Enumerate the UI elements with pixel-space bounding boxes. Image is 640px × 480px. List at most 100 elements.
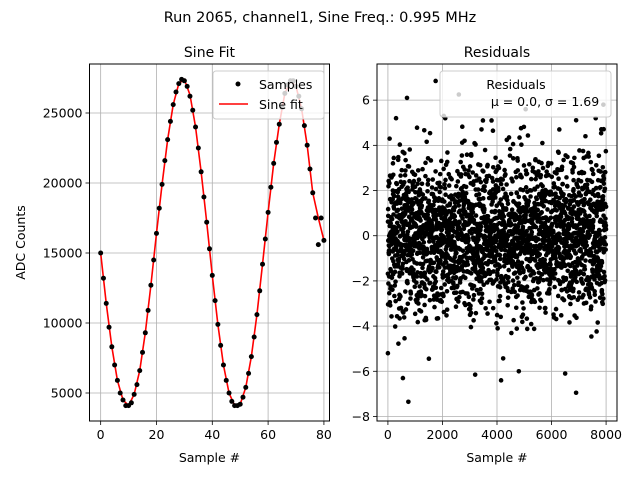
residual-point xyxy=(603,148,609,154)
residual-point xyxy=(437,171,443,177)
residuals-ytick-label: 0 xyxy=(362,228,370,243)
residual-point xyxy=(473,142,478,147)
residual-point xyxy=(584,243,590,248)
residual-point xyxy=(420,265,425,271)
residual-point xyxy=(573,251,579,256)
residual-point xyxy=(490,305,496,311)
residual-point xyxy=(426,356,432,362)
residual-point xyxy=(596,153,602,159)
residual-point xyxy=(425,277,430,282)
residual-point xyxy=(506,275,511,280)
residual-point xyxy=(421,240,427,245)
residual-point xyxy=(454,250,459,256)
sine-fit-grid xyxy=(89,64,330,421)
residual-point xyxy=(509,207,515,213)
residual-point xyxy=(481,282,486,288)
residual-point xyxy=(548,215,554,221)
residual-point xyxy=(600,301,606,307)
residual-point xyxy=(442,185,448,191)
residual-point xyxy=(406,164,412,169)
residual-point xyxy=(498,314,504,320)
residual-point xyxy=(588,159,594,165)
residual-point xyxy=(463,302,468,308)
residual-point xyxy=(503,172,508,177)
residual-point xyxy=(497,252,503,258)
sine-fit-xtick-label: 60 xyxy=(260,427,276,442)
residual-outlier-point xyxy=(406,399,411,405)
residual-point xyxy=(600,164,606,170)
sample-point xyxy=(257,288,263,294)
residual-point xyxy=(443,260,449,265)
residual-point xyxy=(385,206,391,212)
residual-point xyxy=(427,130,433,136)
residual-outlier-point xyxy=(404,95,410,101)
residual-point xyxy=(520,240,525,246)
residual-point xyxy=(581,200,587,206)
sample-point xyxy=(184,83,190,89)
residual-point xyxy=(582,196,587,202)
residual-point xyxy=(438,258,443,264)
residual-point xyxy=(422,293,428,299)
residual-point xyxy=(444,288,450,294)
residual-point xyxy=(517,287,523,293)
residuals-legend: Residuals μ = 0.0, σ = 1.69 xyxy=(439,70,612,118)
residual-point xyxy=(431,260,437,266)
residual-point xyxy=(458,172,464,177)
residual-point xyxy=(593,162,599,168)
residual-point xyxy=(437,180,442,186)
residual-point xyxy=(415,319,421,325)
residual-point xyxy=(477,162,483,168)
residual-point xyxy=(573,117,579,123)
residual-point xyxy=(535,286,540,291)
sample-point xyxy=(98,250,104,256)
residual-point xyxy=(603,227,609,232)
residual-point xyxy=(549,174,555,180)
residual-point xyxy=(494,312,500,318)
residual-point xyxy=(553,316,559,322)
sample-point xyxy=(246,370,252,376)
sample-point xyxy=(265,209,271,215)
residual-point xyxy=(570,170,575,175)
residual-point xyxy=(443,256,448,262)
residual-point xyxy=(456,299,461,304)
residual-point xyxy=(399,167,405,173)
residual-point xyxy=(536,237,541,242)
residual-point xyxy=(593,299,598,304)
residual-point xyxy=(520,224,526,230)
residual-point xyxy=(481,169,486,174)
residual-point xyxy=(536,169,541,174)
residual-point xyxy=(479,291,485,297)
sample-point xyxy=(117,390,123,396)
residual-point xyxy=(393,279,398,284)
residual-point xyxy=(420,261,426,267)
residual-point xyxy=(487,299,492,305)
residual-point xyxy=(471,292,477,298)
residual-point xyxy=(405,229,411,234)
sample-point xyxy=(212,298,218,304)
residual-point xyxy=(457,294,462,300)
residuals-ytick-label: −6 xyxy=(352,364,370,379)
residuals-xtick-label: 8000 xyxy=(590,427,622,442)
residual-point xyxy=(446,275,451,281)
residual-point xyxy=(597,228,603,234)
residual-point xyxy=(565,184,570,189)
residual-point xyxy=(511,282,517,288)
residual-point xyxy=(441,166,446,172)
residual-point xyxy=(451,281,456,287)
residual-point xyxy=(504,182,509,187)
sample-point xyxy=(313,215,319,221)
residual-point xyxy=(540,183,545,189)
residual-point xyxy=(516,194,522,200)
sample-point xyxy=(142,330,148,336)
sample-point xyxy=(190,107,196,113)
residual-point xyxy=(446,183,452,188)
residual-point xyxy=(600,194,606,199)
residual-point xyxy=(537,291,542,296)
residual-point xyxy=(479,279,484,284)
sample-point xyxy=(301,123,307,129)
residuals-title: Residuals xyxy=(464,45,530,61)
residual-point xyxy=(552,266,557,272)
residual-point xyxy=(491,269,496,274)
residual-point xyxy=(424,249,430,254)
residual-point xyxy=(528,273,533,278)
